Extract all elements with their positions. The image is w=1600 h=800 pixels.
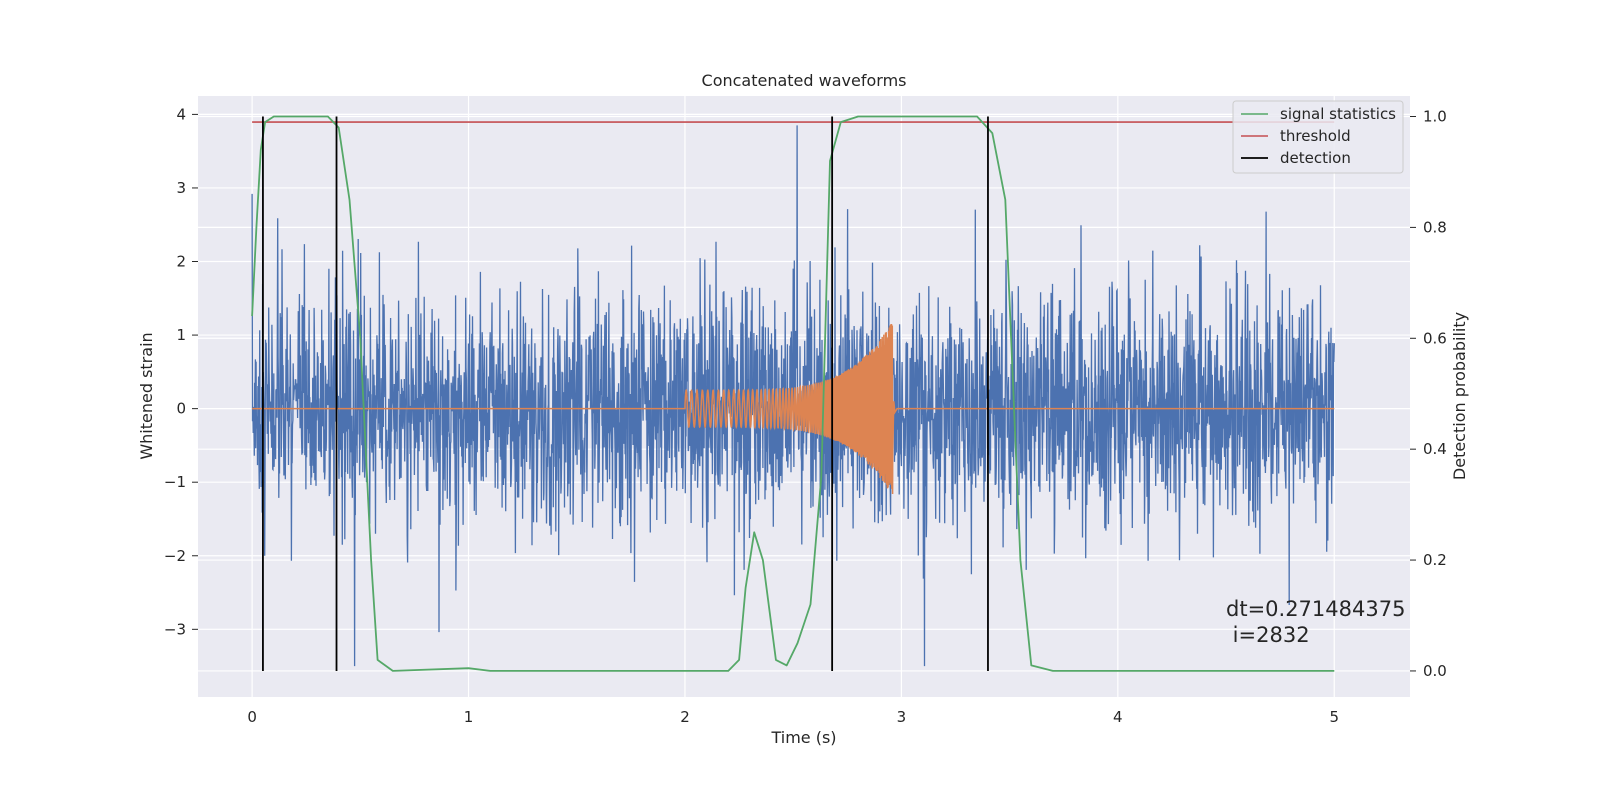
chart-title: Concatenated waveforms [702,71,907,90]
y-axis-right-label: Detection probability [1450,312,1469,480]
series-layer [251,115,1335,672]
legend-label-threshold: threshold [1280,127,1351,145]
y-tick-label: −3 [164,620,186,638]
y-tick-label: 4 [176,105,186,123]
legend: signal statistics threshold detection [1232,100,1404,174]
y-tick-label: 2 [176,253,186,271]
y-right-tick-label: 1.0 [1423,108,1447,126]
y-right-tick-label: 0.6 [1423,329,1447,347]
annotation-index: i=2832 [1226,623,1310,647]
legend-label-signal-statistics: signal statistics [1280,105,1396,123]
legend-label-detection: detection [1280,149,1351,167]
x-tick-label: 0 [247,708,257,726]
y-right-tick-label: 0.4 [1423,440,1447,458]
grid-lines [198,96,1410,697]
y-tick-label: 3 [176,179,186,197]
x-tick-label: 4 [1113,708,1123,726]
y-right-tick-label: 0.0 [1423,662,1447,680]
legend-box [1232,100,1404,174]
y-tick-label: −2 [164,547,186,565]
injected-waveform-line [252,323,1335,495]
y-right-tick-label: 0.8 [1423,218,1447,236]
y-right-tick-label: 0.2 [1423,551,1447,569]
y-tick-label: −1 [164,473,186,491]
x-tick-label: 5 [1329,708,1339,726]
tick-labels: 0 1 2 3 4 5 −3 −2 −1 0 1 2 3 4 0.0 0.2 0.4 0.6 0.8 1.0 [164,105,1447,726]
y-tick-label: 0 [176,400,186,418]
x-tick-label: 3 [897,708,907,726]
x-axis-label: Time (s) [770,728,836,747]
x-tick-label: 1 [464,708,474,726]
y-axis-label: Whitened strain [137,332,156,459]
x-tick-label: 2 [680,708,690,726]
y-tick-label: 1 [176,326,186,344]
annotation-dt: dt=0.271484375 [1226,597,1405,621]
strain-series-line [251,125,1335,667]
